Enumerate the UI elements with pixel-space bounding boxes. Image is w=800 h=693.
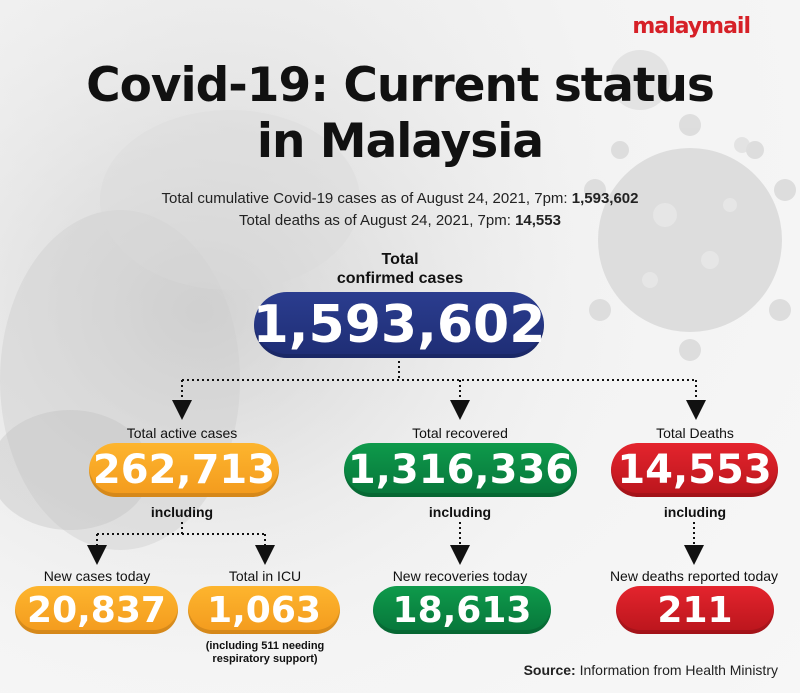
deaths-label: Total Deaths	[656, 425, 734, 441]
new-deaths-value: 211	[616, 586, 774, 634]
cumulative-cases-line: Total cumulative Covid-19 cases as of Au…	[161, 190, 639, 207]
recovered-value: 1,316,336	[344, 443, 577, 497]
new-cases-label: New cases today	[43, 568, 151, 584]
source-credit: Source: Information from Health Ministry	[523, 662, 778, 678]
icu-label: Total in ICU	[228, 568, 302, 584]
total-deaths-line: Total deaths as of August 24, 2021, 7pm:…	[239, 212, 561, 229]
new-deaths-label: New deaths reported today	[609, 568, 779, 584]
active-cases-label: Total active cases	[126, 425, 238, 441]
icu-note: (including 511 needing respiratory suppo…	[205, 640, 325, 665]
page-title: Covid-19: Current status in Malaysia	[86, 58, 715, 169]
total-confirmed-label: Total confirmed cases	[336, 251, 464, 287]
deaths-value: 14,553	[611, 443, 778, 497]
total-confirmed-value: 1,593,602	[253, 292, 545, 358]
recovered-label: Total recovered	[412, 425, 508, 441]
active-cases-value: 262,713	[89, 443, 279, 497]
icu-value: 1,063	[188, 586, 340, 634]
deaths-including-label: including	[663, 504, 727, 520]
new-recoveries-label: New recoveries today	[392, 568, 528, 584]
active-including-label: including	[150, 504, 214, 520]
malaymail-logo: malaymail	[632, 14, 751, 39]
virus-icon	[584, 114, 796, 361]
new-recoveries-value: 18,613	[373, 586, 551, 634]
recovered-including-label: including	[428, 504, 492, 520]
new-cases-value: 20,837	[15, 586, 178, 634]
